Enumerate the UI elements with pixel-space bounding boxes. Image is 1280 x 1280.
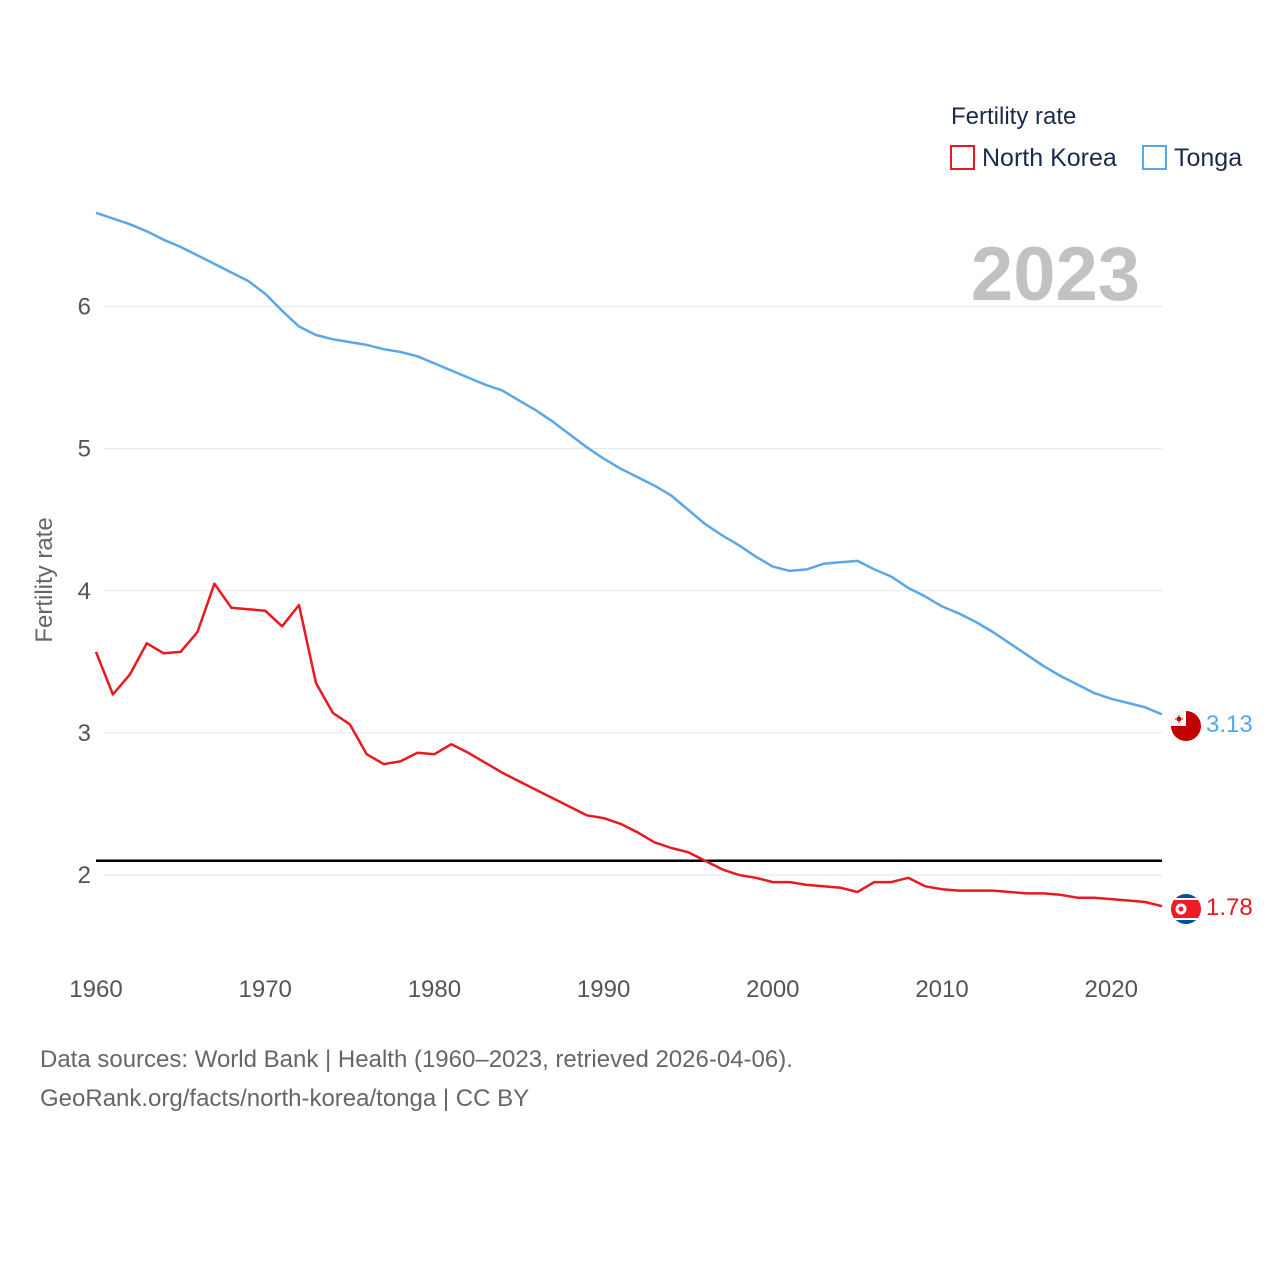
series-line-north-korea: [94, 582, 1163, 908]
fertility-rate-chart: Fertility rate North Korea Tonga 2023 Fe…: [31, 103, 1253, 1003]
series-line-tonga: [95, 211, 1163, 716]
x-axis-ticks: 1960 1970 1980 1990 2000 2010 2020: [69, 976, 1138, 1003]
x-tick-label: 1960: [69, 976, 122, 1003]
data-sources-note: Data sources: World Bank | Health (1960–…: [40, 1046, 793, 1073]
y-tick-label: 6: [78, 294, 91, 321]
legend-item-north-korea[interactable]: North Korea: [950, 144, 1117, 172]
x-tick-label: 2020: [1085, 976, 1138, 1003]
tonga-end-value: 3.13: [1206, 711, 1253, 738]
x-tick-label: 1970: [239, 976, 292, 1003]
legend-swatch-north-korea: [950, 145, 975, 170]
x-tick-label: 1990: [577, 976, 630, 1003]
tonga-flag-icon: [1171, 711, 1201, 741]
series-lines: [94, 211, 1163, 908]
legend-swatch-tonga: [1142, 145, 1167, 170]
footer: Data sources: World Bank | Health (1960–…: [40, 1040, 793, 1118]
x-tick-label: 2000: [746, 976, 799, 1003]
legend-label-tonga: Tonga: [1174, 144, 1242, 172]
y-axis-title: Fertility rate: [31, 517, 58, 642]
legend-item-tonga[interactable]: Tonga: [1142, 144, 1242, 172]
current-year-label: 2023: [971, 232, 1140, 317]
north-korea-flag-icon: [1171, 894, 1201, 924]
credit-link[interactable]: GeoRank.org/facts/north-korea/tonga | CC…: [40, 1085, 530, 1112]
legend-title: Fertility rate: [951, 103, 1076, 130]
y-axis-ticks: 2 3 4 5 6: [78, 294, 91, 889]
north-korea-end-value: 1.78: [1206, 894, 1253, 921]
legend: Fertility rate North Korea Tonga: [950, 103, 1242, 172]
legend-label-north-korea: North Korea: [982, 144, 1117, 172]
y-tick-label: 5: [78, 436, 91, 463]
x-tick-label: 2010: [915, 976, 968, 1003]
y-tick-label: 4: [78, 578, 91, 605]
y-tick-label: 3: [78, 720, 91, 747]
y-tick-label: 2: [78, 862, 91, 889]
x-tick-label: 1980: [408, 976, 461, 1003]
gridlines: [104, 306, 1162, 876]
